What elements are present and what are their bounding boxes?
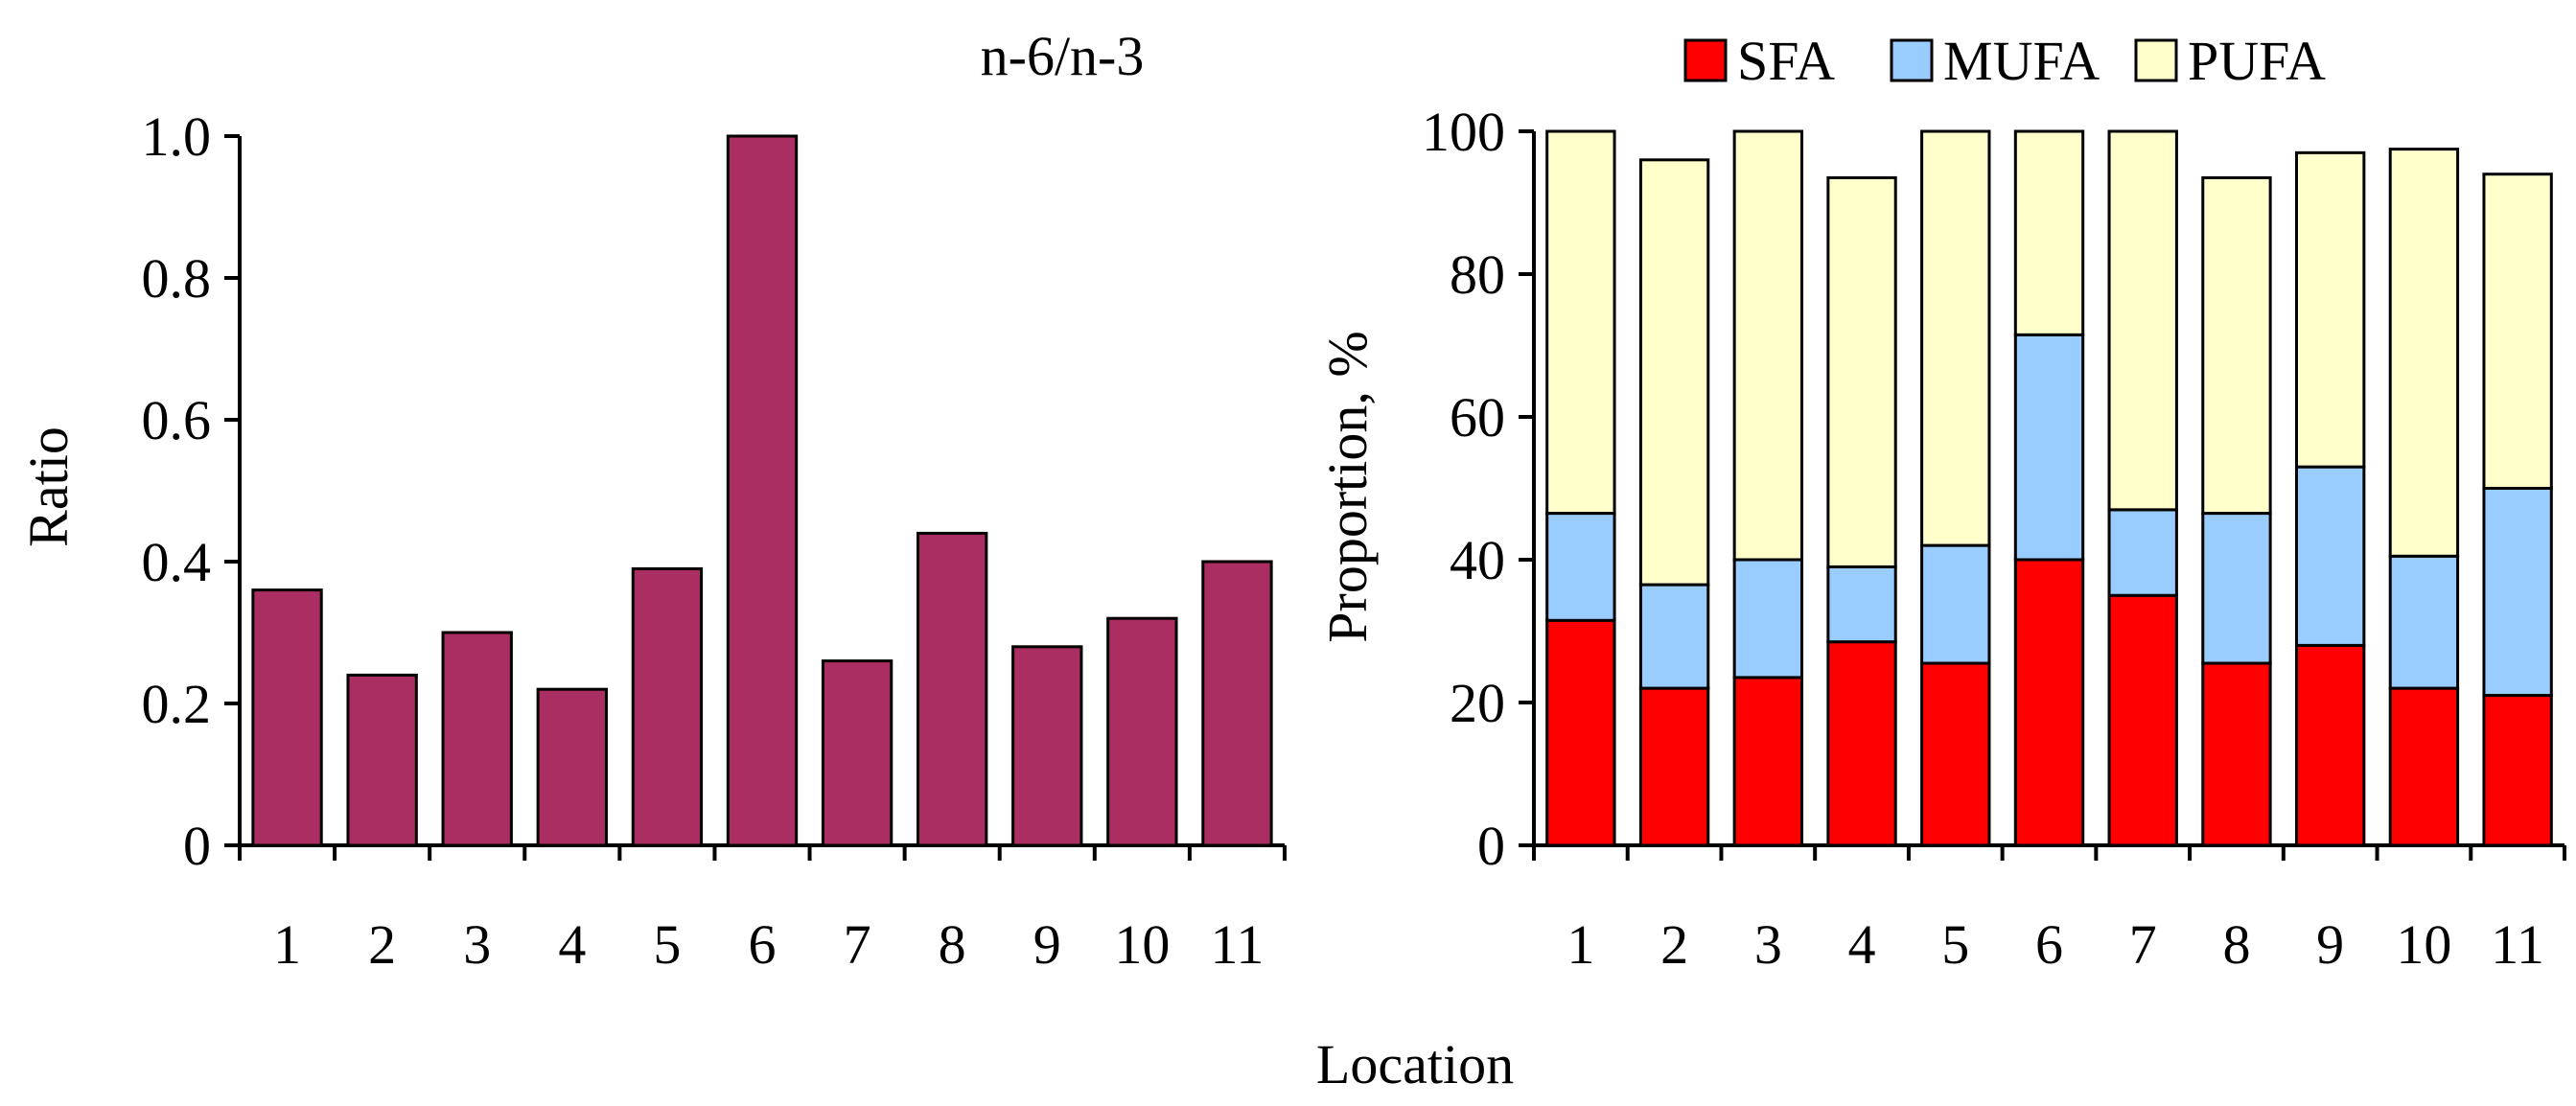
stacked-bar-pufa-location-4 xyxy=(1826,175,1897,568)
bar-location-11 xyxy=(1201,560,1273,847)
right-x-tick-label: 5 xyxy=(1941,913,1969,976)
right-x-tick-label: 2 xyxy=(1660,913,1688,976)
left-x-tick-label: 2 xyxy=(368,913,396,976)
right-y-tick-label: 20 xyxy=(1450,672,1505,734)
left-x-tick-label: 1 xyxy=(273,913,301,976)
left-y-tick-label: 1.0 xyxy=(142,105,212,168)
left-x-tick-label: 11 xyxy=(1211,913,1265,976)
stacked-bar-mufa-location-3 xyxy=(1732,558,1803,680)
stacked-bar-sfa-location-2 xyxy=(1638,686,1710,847)
legend-swatch-mufa xyxy=(1890,38,1934,82)
stacked-bar-mufa-location-11 xyxy=(2482,487,2553,698)
left-x-tick-label: 6 xyxy=(749,913,777,976)
legend-swatch-pufa xyxy=(2134,38,2178,82)
stacked-bar-sfa-location-10 xyxy=(2388,686,2460,847)
left-chart-title: n-6/n-3 xyxy=(981,25,1145,87)
stacked-bar-mufa-location-1 xyxy=(1545,512,1616,622)
stacked-bar-mufa-location-10 xyxy=(2388,554,2460,690)
right-y-tick-label: 60 xyxy=(1450,386,1505,449)
stacked-bar-sfa-location-1 xyxy=(1545,618,1616,847)
left-y-tick-label: 0.4 xyxy=(142,531,212,593)
stacked-bar-pufa-location-1 xyxy=(1545,129,1616,516)
bar-location-6 xyxy=(726,134,799,847)
stacked-bar-mufa-location-7 xyxy=(2107,508,2178,597)
left-x-tick-label: 4 xyxy=(558,913,586,976)
right-x-tick-label: 10 xyxy=(2396,913,2451,976)
stacked-bar-pufa-location-2 xyxy=(1638,158,1710,587)
legend-label-sfa: SFA xyxy=(1737,30,1835,92)
right-x-tick-label: 11 xyxy=(2491,913,2544,976)
right-y-tick-label: 80 xyxy=(1450,243,1505,306)
left-y-tick-label: 0.8 xyxy=(142,247,212,310)
right-x-tick-label: 6 xyxy=(2035,913,2063,976)
left-chart-ratio: n-6/n-3 Ratio 00.20.40.60.81.01 2 3 4 5 6 7 8 9 1… xyxy=(17,25,1287,976)
right-x-tick-label: 8 xyxy=(2222,913,2250,976)
left-x-tick-label: 5 xyxy=(653,913,681,976)
left-x-tick-label: 7 xyxy=(844,913,871,976)
left-y-tick-label: 0.2 xyxy=(142,673,212,735)
left-x-tick-label: 8 xyxy=(939,913,966,976)
legend-swatch-sfa xyxy=(1683,38,1728,82)
stacked-bar-pufa-location-10 xyxy=(2388,148,2460,558)
stacked-bar-sfa-location-5 xyxy=(1920,661,1991,847)
stacked-bar-sfa-location-8 xyxy=(2201,661,2272,847)
left-x-tick-label: 9 xyxy=(1033,913,1061,976)
bar-location-10 xyxy=(1106,616,1178,847)
stacked-bar-pufa-location-9 xyxy=(2295,150,2366,469)
legend-label-mufa: MUFA xyxy=(1943,30,2100,92)
right-y-axis-label: Proportion, % xyxy=(1316,331,1379,642)
stacked-bar-mufa-location-9 xyxy=(2295,465,2366,647)
bar-location-7 xyxy=(821,659,893,847)
stacked-bar-sfa-location-6 xyxy=(2013,558,2085,847)
right-x-tick-label: 4 xyxy=(1848,913,1876,976)
stacked-bar-mufa-location-5 xyxy=(1920,543,1991,665)
stacked-bar-mufa-location-8 xyxy=(2201,512,2272,665)
legend-label-pufa: PUFA xyxy=(2188,30,2326,92)
bar-location-8 xyxy=(917,531,988,847)
left-x-tick-label: 10 xyxy=(1114,913,1170,976)
right-x-tick-label: 1 xyxy=(1566,913,1594,976)
stacked-bar-pufa-location-7 xyxy=(2107,129,2178,512)
legend: SFA MUFA PUFA xyxy=(1683,30,2326,92)
bar-location-9 xyxy=(1011,645,1083,847)
right-y-tick-label: 0 xyxy=(1477,815,1505,877)
left-y-tick-label: 0.6 xyxy=(142,389,212,451)
stacked-bar-pufa-location-11 xyxy=(2482,173,2553,490)
right-y-tick-label: 40 xyxy=(1450,529,1505,591)
right-chart-proportion: Proportion, % SFA MUFA PUFA 0 20 40 60 80 100 1 2… xyxy=(1316,30,2566,976)
right-x-tick-label: 7 xyxy=(2129,913,2157,976)
stacked-bar-pufa-location-5 xyxy=(1920,129,1991,547)
right-y-tick-label: 100 xyxy=(1422,101,1505,163)
stacked-bar-mufa-location-6 xyxy=(2013,333,2085,562)
stacked-bar-mufa-location-2 xyxy=(1638,583,1710,690)
bar-location-1 xyxy=(251,588,323,847)
stacked-bar-mufa-location-4 xyxy=(1826,565,1897,644)
bar-location-5 xyxy=(631,566,704,847)
stacked-bar-sfa-location-9 xyxy=(2295,643,2366,847)
stacked-bar-sfa-location-11 xyxy=(2482,694,2553,847)
left-y-tick-label: 0 xyxy=(183,815,211,877)
stacked-bar-sfa-location-7 xyxy=(2107,593,2178,847)
stacked-bar-pufa-location-6 xyxy=(2013,129,2085,336)
right-x-tick-label: 9 xyxy=(2316,913,2344,976)
stacked-bar-sfa-location-4 xyxy=(1826,640,1897,847)
stacked-bar-sfa-location-3 xyxy=(1732,676,1803,847)
left-y-axis-label: Ratio xyxy=(17,426,80,547)
shared-x-axis-label: Location xyxy=(1316,1033,1514,1095)
left-x-tick-label: 3 xyxy=(463,913,491,976)
bar-location-2 xyxy=(346,673,418,847)
stacked-bar-pufa-location-8 xyxy=(2201,175,2272,516)
bar-location-4 xyxy=(536,687,608,847)
stacked-bar-pufa-location-3 xyxy=(1732,129,1803,562)
right-x-tick-label: 3 xyxy=(1754,913,1782,976)
bar-location-3 xyxy=(441,631,513,847)
